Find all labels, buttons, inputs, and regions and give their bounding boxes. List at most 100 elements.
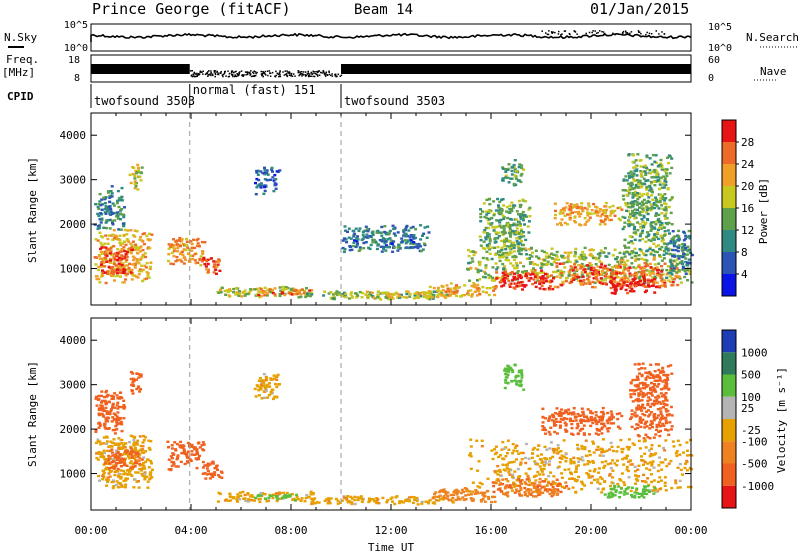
power-cell <box>337 293 341 296</box>
velocity-cell <box>206 469 210 473</box>
freq-nave-dot <box>317 75 319 77</box>
power-cell <box>106 272 110 275</box>
power-cell <box>180 250 184 253</box>
velocity-cell <box>648 468 652 472</box>
power-cell <box>503 243 506 246</box>
power-cell <box>672 242 676 245</box>
power-cell <box>507 272 511 275</box>
velocity-cell <box>115 428 119 431</box>
power-cell <box>103 202 107 205</box>
power-cell <box>625 179 629 182</box>
freq-nave-dot <box>222 75 224 78</box>
velocity-cell <box>95 452 99 455</box>
power-cell <box>421 234 424 237</box>
power-cell <box>567 254 571 257</box>
freq-nave-dot <box>340 74 343 77</box>
velocity-cell <box>102 395 106 399</box>
power-cell <box>602 251 606 254</box>
velocity-cell <box>493 500 497 503</box>
freq-nave-dot <box>276 72 278 75</box>
velocity-cell <box>367 500 371 504</box>
power-cell <box>600 213 604 216</box>
power-cell <box>102 261 106 264</box>
power-cell <box>117 228 121 231</box>
power-cell <box>648 168 652 172</box>
power-cell <box>425 295 429 298</box>
power-cell <box>677 246 680 249</box>
power-cell <box>579 267 583 270</box>
power-cell <box>498 259 502 263</box>
power-cell <box>540 284 544 288</box>
velocity-cell <box>134 448 138 452</box>
power-cell <box>146 272 150 275</box>
velocity-cell <box>608 472 612 476</box>
power-cell <box>98 218 102 221</box>
velocity-cell <box>141 467 144 470</box>
power-cell <box>189 254 193 258</box>
velocity-cell <box>415 499 419 503</box>
power-cell <box>676 262 680 266</box>
power-cell <box>485 291 488 294</box>
power-cell <box>587 281 591 284</box>
velocity-cell <box>251 495 255 499</box>
power-cell <box>528 261 532 264</box>
power-cell <box>654 223 658 226</box>
velocity-cell <box>120 423 124 426</box>
velocity-cell <box>644 439 647 442</box>
power-cell <box>655 198 659 201</box>
power-cell <box>382 245 386 249</box>
power-cell <box>119 250 123 253</box>
velocity-cell <box>515 479 519 482</box>
power-cell <box>628 183 632 186</box>
power-cell <box>499 280 503 283</box>
power-cell <box>347 236 351 239</box>
velocity-cell <box>134 452 138 455</box>
velocity-cell <box>646 462 650 465</box>
velocity-cell <box>551 488 555 492</box>
power-cell <box>184 258 187 261</box>
power-cell <box>505 210 509 213</box>
power-cell <box>600 282 604 286</box>
velocity-cell <box>105 466 109 469</box>
power-cell <box>111 221 114 224</box>
power-cell <box>305 287 308 290</box>
noise-search-dot <box>658 33 660 35</box>
velocity-cell <box>99 443 103 446</box>
power-cell <box>134 244 138 248</box>
power-cell <box>657 207 661 210</box>
power-cell <box>593 281 597 285</box>
power-cell <box>217 258 221 261</box>
power-cell <box>586 264 590 267</box>
power-cell <box>350 291 353 294</box>
power-cell <box>494 284 498 288</box>
power-cell <box>130 248 134 252</box>
power-cell <box>588 248 592 252</box>
power-cell <box>206 268 210 271</box>
power-cell <box>647 278 651 281</box>
power-cell <box>488 252 492 255</box>
velocity-cell <box>100 412 104 416</box>
noise-right-tick-top: 10^5 <box>708 22 732 33</box>
velocity-cell <box>102 423 106 427</box>
power-cell <box>566 255 570 259</box>
power-cell <box>600 261 604 265</box>
velocity-cell <box>263 497 267 500</box>
power-cell <box>323 290 327 293</box>
power-cell <box>516 223 520 226</box>
power-cell <box>446 294 450 298</box>
power-cell <box>407 229 411 232</box>
power-cell <box>412 241 416 244</box>
velocity-cell <box>586 473 590 476</box>
power-cell <box>322 294 326 297</box>
power-cell <box>223 289 227 293</box>
velocity-cell <box>515 449 519 453</box>
velocity-cell <box>244 499 248 503</box>
power-cell <box>355 239 359 243</box>
noise-search-dot <box>568 32 571 35</box>
power-cell <box>356 235 360 238</box>
velocity-cell <box>496 469 500 473</box>
noise-search-dot <box>628 33 630 35</box>
power-cell <box>519 247 523 250</box>
power-cell <box>652 256 656 259</box>
velocity-cell <box>208 472 212 476</box>
